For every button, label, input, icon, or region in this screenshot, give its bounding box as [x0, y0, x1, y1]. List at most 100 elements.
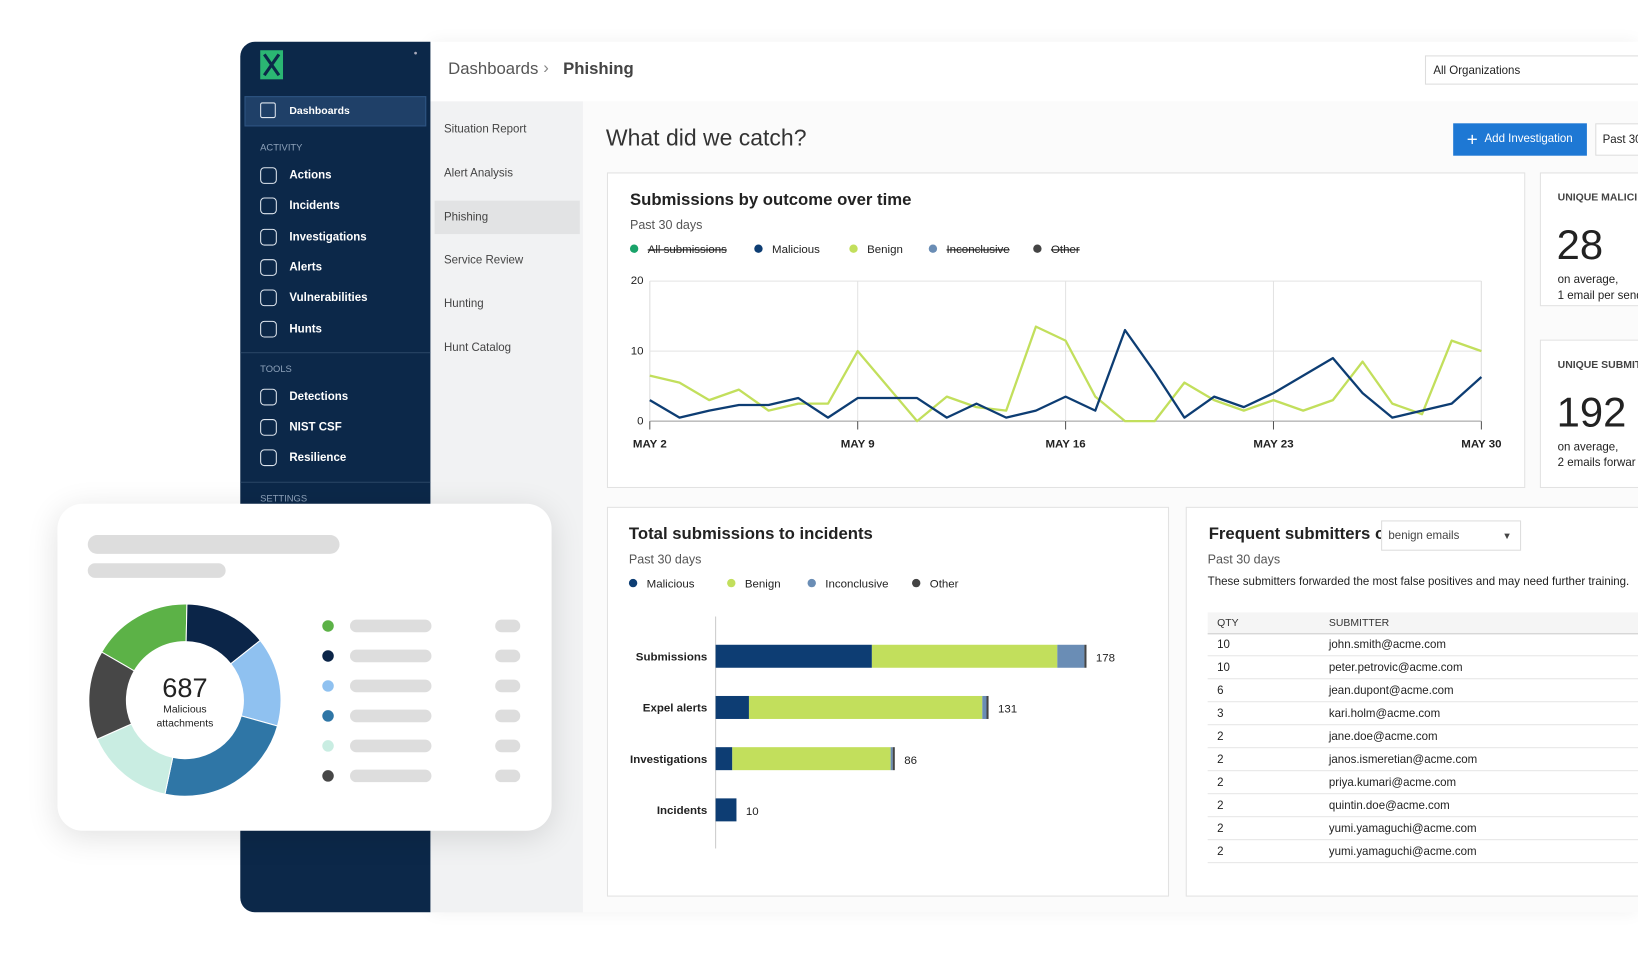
x-tick-label: MAY 23 [1253, 438, 1293, 450]
row-line [1207, 770, 1638, 772]
sidebar-item[interactable]: Actions [289, 169, 332, 182]
column-header: SUBMITTER [1328, 617, 1390, 630]
sidebar-active[interactable] [244, 96, 427, 127]
filter-select[interactable]: benign emails ▼ [1381, 520, 1522, 551]
bar-chart-title: Total submissions to incidents [628, 525, 873, 544]
placeholder-bar [349, 679, 432, 693]
qty-cell: 2 [1217, 753, 1224, 766]
row-line [1207, 747, 1638, 749]
submitter-cell: jean.dupont@acme.com [1328, 684, 1454, 698]
bar-segment [748, 695, 983, 719]
x-tick-label: MAY 9 [841, 438, 875, 450]
icon [260, 449, 277, 467]
sidebar-item[interactable]: Investigations [289, 230, 367, 244]
section-title: TOOLS [260, 363, 292, 374]
placeholder-bar [349, 709, 432, 723]
submitters-description: These submitters forwarded the most fals… [1207, 575, 1630, 589]
qty-cell: 10 [1217, 638, 1230, 652]
sidebar-item[interactable]: Resilience [289, 451, 347, 465]
sidebar-item[interactable]: Detections [289, 390, 349, 404]
icon [260, 197, 277, 215]
total-label: 86 [904, 755, 917, 767]
logo [260, 50, 284, 80]
row-line [1207, 839, 1638, 841]
donut-label: attachments [156, 718, 213, 729]
sidebar-item[interactable]: NIST CSF [289, 421, 342, 434]
breadcrumb-sep: › [543, 59, 549, 78]
legend-dot [807, 578, 816, 588]
legend-label: Malicious [772, 244, 820, 256]
submitters-title: Frequent submitters of [1208, 525, 1391, 544]
line-chart-title: Submissions by outcome over time [629, 191, 912, 209]
qty-cell: 10 [1217, 661, 1230, 675]
legend-dot [628, 578, 638, 588]
submitter-cell: yumi.yamaguchi@acme.com [1328, 845, 1477, 858]
row-line [1207, 793, 1638, 795]
qty-cell: 3 [1217, 707, 1224, 721]
legend-label: Malicious [647, 578, 695, 590]
page-title: What did we catch? [605, 124, 807, 151]
qty-cell: 2 [1217, 730, 1224, 743]
placeholder-bar [349, 769, 432, 783]
qty-cell: 2 [1217, 776, 1224, 789]
legend-dot [928, 244, 938, 253]
sidebar-item[interactable]: Alerts [289, 261, 322, 274]
qty-cell: 2 [1217, 822, 1224, 835]
subnav-item[interactable]: Hunt Catalog [443, 341, 512, 355]
legend-label: Other [930, 578, 959, 590]
x-tick-label: MAY 16 [1045, 438, 1085, 450]
sidebar-item[interactable]: Hunts [289, 322, 322, 335]
icon [260, 228, 277, 246]
submitter-cell: yumi.yamaguchi@acme.com [1328, 822, 1477, 835]
placeholder-bar [495, 769, 521, 783]
icon [260, 388, 277, 406]
breadcrumb-root[interactable]: Dashboards [448, 60, 539, 79]
row-line [1207, 724, 1638, 726]
legend-dot [849, 244, 858, 253]
subnav-item[interactable]: Alert Analysis [443, 166, 513, 180]
add-button[interactable]: Add Investigation [1453, 123, 1587, 156]
y-tick-label: 20 [631, 275, 644, 287]
sidebar-item[interactable]: Vulnerabilities [289, 291, 368, 305]
submitter-cell: kari.holm@acme.com [1328, 707, 1441, 721]
icon [260, 289, 277, 307]
bar-segment [871, 644, 1058, 668]
range-button[interactable]: Past 30 [1595, 123, 1638, 156]
total-label: 10 [746, 806, 759, 818]
pin[interactable]: • [413, 48, 418, 60]
bar-segment [715, 695, 749, 719]
legend-dot [1033, 244, 1042, 253]
subnav-active [434, 200, 580, 234]
sidebar-item[interactable]: Dashboards [289, 105, 350, 118]
legend-label: Inconclusive [825, 578, 888, 590]
legend-label: Other [1051, 244, 1080, 256]
stat-value: 28 [1556, 222, 1604, 269]
sidebar-item[interactable]: Incidents [289, 199, 340, 213]
column-header: QTY [1217, 617, 1239, 630]
y-tick-label: Investigations [630, 754, 707, 766]
bar-segment [892, 747, 895, 771]
subnav-item[interactable]: Situation Report [443, 123, 527, 136]
logo-x [263, 53, 281, 77]
row-line [1207, 701, 1638, 703]
x-tick-label: MAY 30 [1461, 438, 1501, 450]
legend-dot [322, 710, 334, 722]
bar-chart-subtitle: Past 30 days [628, 551, 702, 567]
legend-dot [322, 770, 334, 782]
subnav-item[interactable]: Hunting [443, 298, 484, 311]
legend-dot [322, 680, 334, 692]
subnav-item[interactable]: Service Review [443, 254, 524, 267]
stat-title: UNIQUE SUBMIT [1557, 359, 1638, 371]
icon [260, 102, 276, 119]
line-series [649, 328, 1483, 419]
icon [260, 259, 277, 276]
plus-icon: + [1466, 128, 1478, 150]
row-line [1207, 816, 1638, 818]
placeholder-bar [349, 739, 432, 753]
divider [240, 351, 431, 353]
org-select[interactable]: All Organizations [1424, 55, 1638, 85]
bar-segment [982, 695, 987, 719]
bar-segment [1084, 644, 1087, 668]
subnav-item[interactable]: Phishing [443, 210, 489, 224]
